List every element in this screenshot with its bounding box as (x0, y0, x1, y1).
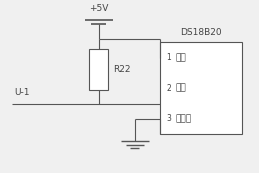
Text: 温度: 温度 (176, 84, 186, 93)
Text: DS18B20: DS18B20 (181, 28, 222, 37)
Text: 传感器: 传感器 (176, 114, 192, 123)
Text: R22: R22 (113, 65, 131, 74)
Bar (89, 49, 108, 90)
Text: 1: 1 (167, 53, 171, 62)
Text: +5V: +5V (89, 4, 109, 13)
Text: 2: 2 (167, 84, 171, 93)
Text: 数字: 数字 (176, 53, 186, 62)
Text: 3: 3 (167, 114, 171, 123)
Bar (160, 42, 242, 134)
Text: U-1: U-1 (14, 88, 30, 97)
